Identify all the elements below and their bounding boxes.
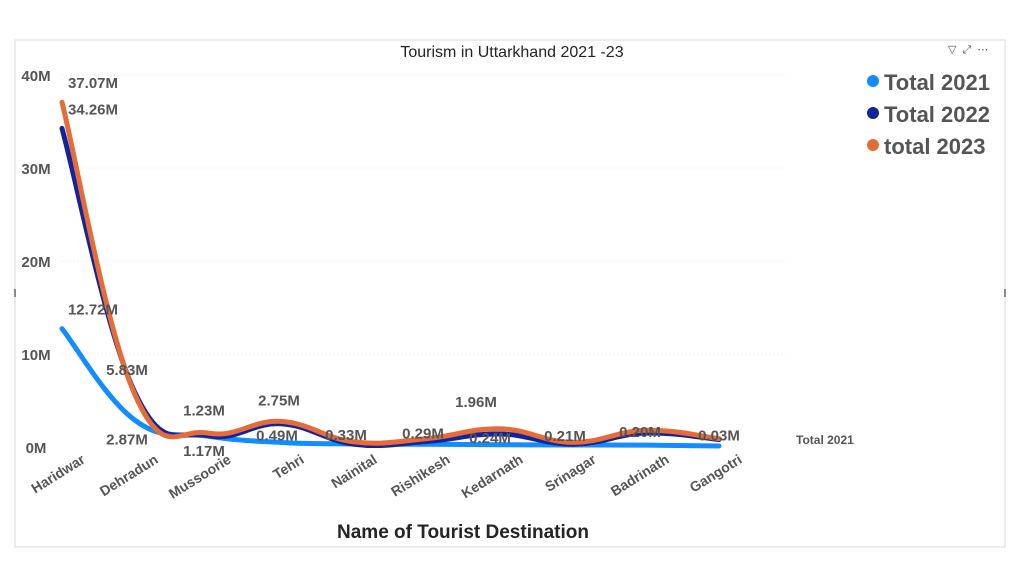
data-label: 1.96M (455, 394, 497, 411)
series-line[interactable] (59, 99, 722, 446)
more-options-icon[interactable]: ⋯ (977, 44, 989, 56)
focus-mode-icon[interactable]: ⤢ (962, 44, 972, 56)
series-line[interactable] (59, 125, 722, 449)
x-tick-label: Badrinath (608, 451, 672, 499)
y-tick-label: 10M (21, 347, 50, 364)
x-tick-label: Haridwar (28, 451, 88, 497)
data-label: 1.17M (183, 443, 225, 460)
legend-label: total 2023 (884, 134, 986, 159)
data-label: 2.75M (258, 392, 300, 409)
x-axis-title: Name of Tourist Destination (337, 522, 589, 543)
gridlines (62, 74, 790, 355)
chart-title: Tourism in Uttarkhand 2021 -23 (400, 44, 623, 61)
x-tick-label: Gangotri (687, 451, 745, 495)
legend-item[interactable]: Total 2021 (867, 70, 990, 95)
resize-handle[interactable] (1004, 289, 1006, 297)
x-tick-label: Rishikesh (388, 451, 453, 500)
legend-marker (867, 139, 879, 151)
series-end-label: Total 2021 (796, 433, 854, 447)
data-label: 0.29M (402, 425, 444, 442)
legend-label: Total 2022 (884, 102, 990, 127)
y-tick-label: 20M (21, 254, 50, 271)
y-tick-label: 40M (21, 68, 50, 85)
x-axis-ticks: Haridwar Dehradun Mussoorie Tehri Nainital Ri… (28, 451, 744, 502)
x-tick-label: Nainital (328, 451, 379, 491)
y-tick-label: 0M (26, 440, 47, 457)
y-axis-ticks: 0M 10M 20M 30M 40M (21, 68, 50, 457)
y-tick-label: 30M (21, 161, 50, 178)
legend[interactable]: Total 2021 Total 2022 total 2023 (867, 70, 990, 159)
legend-marker (867, 107, 879, 119)
visual-header: ▽ ⤢ ⋯ (948, 42, 988, 58)
data-labels: 12.72M 2.87M 1.17M 0.49M 0.33M 0.29M 0.24M 0.21… (68, 75, 854, 460)
x-tick-label: Dehradun (97, 451, 161, 499)
data-label: 5.83M (106, 362, 148, 379)
data-label: 0.20M (619, 424, 661, 441)
data-label: 0.24M (469, 430, 511, 447)
x-tick-label: Srinagar (542, 451, 599, 495)
data-label: 12.72M (68, 302, 118, 319)
legend-item[interactable]: Total 2022 (867, 102, 990, 127)
data-label: 0.21M (544, 428, 586, 445)
data-label: 2.87M (106, 431, 148, 448)
legend-item[interactable]: total 2023 (867, 134, 986, 159)
series-lines (59, 99, 722, 449)
data-label: 34.26M (68, 101, 118, 118)
x-tick-label: Kedarnath (458, 451, 525, 501)
legend-marker (867, 75, 879, 87)
data-label: 37.07M (68, 75, 118, 92)
data-label: 0.49M (256, 427, 298, 444)
resize-handle[interactable] (14, 289, 16, 297)
data-label: 0.33M (325, 427, 367, 444)
x-tick-label: Tehri (270, 451, 307, 482)
data-label: 0.03M (698, 428, 740, 445)
filter-icon[interactable]: ▽ (948, 44, 957, 56)
legend-label: Total 2021 (884, 70, 990, 95)
data-label: 1.23M (183, 403, 225, 420)
